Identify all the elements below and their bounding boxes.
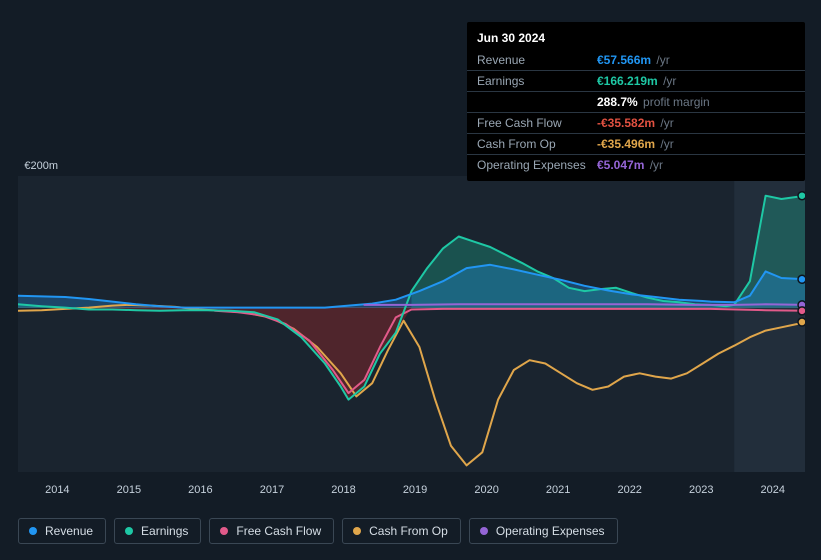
tooltip-metric-label: Revenue bbox=[477, 53, 597, 67]
legend-dot-icon bbox=[480, 527, 488, 535]
tooltip-metric-suffix: profit margin bbox=[640, 95, 710, 109]
legend-label: Free Cash Flow bbox=[236, 524, 321, 538]
legend-label: Revenue bbox=[45, 524, 93, 538]
tooltip-metric-label: Earnings bbox=[477, 74, 597, 88]
x-axis-label: 2014 bbox=[22, 484, 94, 496]
tooltip-metric-label: Operating Expenses bbox=[477, 158, 597, 172]
tooltip-row: Cash From Op-€35.496m /yr bbox=[467, 134, 805, 155]
legend-label: Earnings bbox=[141, 524, 188, 538]
x-axis-label: 2019 bbox=[379, 484, 451, 496]
tooltip-metric-value: -€35.582m /yr bbox=[597, 116, 674, 130]
x-axis-label: 2016 bbox=[165, 484, 237, 496]
tooltip-metric-suffix: /yr bbox=[646, 158, 663, 172]
x-axis-label: 2024 bbox=[737, 484, 809, 496]
x-axis-label: 2020 bbox=[451, 484, 523, 496]
tooltip-metric-suffix: /yr bbox=[657, 137, 674, 151]
legend-item[interactable]: Earnings bbox=[114, 518, 201, 544]
x-axis-label: 2015 bbox=[93, 484, 165, 496]
y-axis-label-top: €200m bbox=[18, 160, 58, 172]
legend-item[interactable]: Operating Expenses bbox=[469, 518, 618, 544]
tooltip-metric-value: €57.566m /yr bbox=[597, 53, 670, 67]
chart-tooltip: Jun 30 2024 Revenue€57.566m /yrEarnings€… bbox=[467, 22, 805, 181]
tooltip-metric-suffix: /yr bbox=[653, 53, 670, 67]
tooltip-metric-value: €5.047m /yr bbox=[597, 158, 663, 172]
tooltip-metric-suffix: /yr bbox=[657, 116, 674, 130]
tooltip-row: Earnings€166.219m /yr bbox=[467, 71, 805, 92]
tooltip-row: Revenue€57.566m /yr bbox=[467, 50, 805, 71]
chart-plot-area[interactable] bbox=[18, 176, 805, 472]
tooltip-row: Free Cash Flow-€35.582m /yr bbox=[467, 113, 805, 134]
tooltip-metric-value: 288.7% profit margin bbox=[597, 95, 710, 109]
tooltip-metric-suffix: /yr bbox=[660, 74, 677, 88]
legend-dot-icon bbox=[220, 527, 228, 535]
x-axis-label: 2017 bbox=[236, 484, 308, 496]
x-axis-label: 2018 bbox=[308, 484, 380, 496]
legend-label: Cash From Op bbox=[369, 524, 448, 538]
legend-item[interactable]: Free Cash Flow bbox=[209, 518, 334, 544]
tooltip-metric-value: €166.219m /yr bbox=[597, 74, 676, 88]
legend-dot-icon bbox=[29, 527, 37, 535]
tooltip-row: 288.7% profit margin bbox=[467, 92, 805, 113]
tooltip-date: Jun 30 2024 bbox=[467, 28, 805, 50]
legend-item[interactable]: Revenue bbox=[18, 518, 106, 544]
x-axis-label: 2022 bbox=[594, 484, 666, 496]
tooltip-metric-label: Cash From Op bbox=[477, 137, 597, 151]
tooltip-row: Operating Expenses€5.047m /yr bbox=[467, 155, 805, 175]
tooltip-metric-value: -€35.496m /yr bbox=[597, 137, 674, 151]
tooltip-metric-label bbox=[477, 95, 597, 109]
legend-dot-icon bbox=[353, 527, 361, 535]
legend-item[interactable]: Cash From Op bbox=[342, 518, 461, 544]
x-axis-label: 2021 bbox=[522, 484, 594, 496]
chart-legend: Revenue Earnings Free Cash Flow Cash From O… bbox=[18, 518, 618, 544]
x-axis-label: 2023 bbox=[665, 484, 737, 496]
tooltip-metric-label: Free Cash Flow bbox=[477, 116, 597, 130]
legend-dot-icon bbox=[125, 527, 133, 535]
legend-label: Operating Expenses bbox=[496, 524, 605, 538]
